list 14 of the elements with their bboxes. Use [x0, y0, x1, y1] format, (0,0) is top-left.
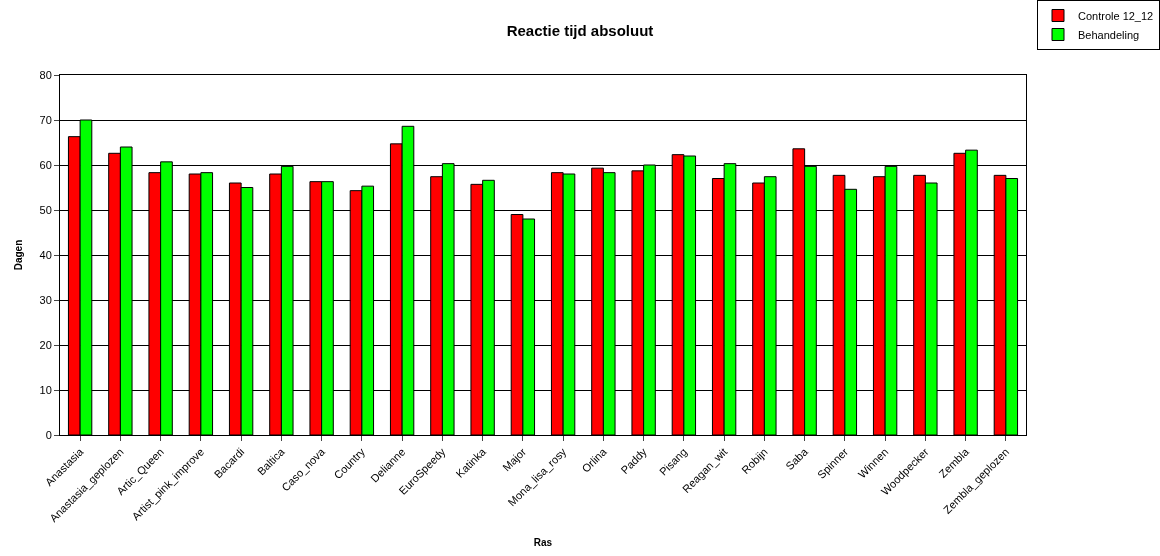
y-tick-label: 40: [39, 248, 52, 261]
y-axis-title: Dagen: [12, 239, 24, 271]
chart-title: Reactie tijd absoluut: [506, 21, 654, 39]
y-tick-label: 60: [39, 158, 52, 171]
y-tick-label: 70: [39, 113, 52, 126]
legend-label: Behandeling: [1078, 28, 1140, 41]
y-tick-label: 30: [39, 293, 52, 306]
y-tick-label: 50: [39, 203, 52, 216]
legend-label: Controle 12_12: [1078, 9, 1154, 22]
y-tick-label: 10: [39, 383, 52, 396]
x-axis-title: Ras: [533, 536, 553, 548]
y-tick-label: 0: [45, 428, 52, 441]
y-tick-label: 80: [39, 68, 52, 81]
y-tick-label: 20: [39, 338, 52, 351]
